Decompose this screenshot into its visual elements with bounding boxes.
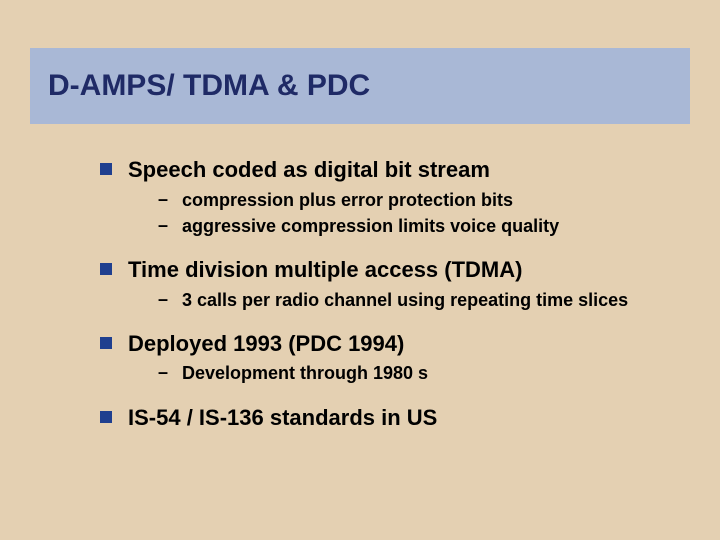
bullet-lvl2: – Development through 1980 s: [158, 361, 680, 385]
dash-bullet-icon: –: [158, 361, 168, 384]
square-bullet-icon: [100, 337, 112, 349]
square-bullet-icon: [100, 263, 112, 275]
bullet-text: Deployed 1993 (PDC 1994): [128, 330, 404, 358]
slide: D-AMPS/ TDMA & PDC Speech coded as digit…: [0, 0, 720, 540]
dash-bullet-icon: –: [158, 288, 168, 311]
sub-bullet-text: 3 calls per radio channel using repeatin…: [182, 288, 628, 312]
bullet-group: IS-54 / IS-136 standards in US: [100, 404, 680, 432]
bullet-lvl2: – aggressive compression limits voice qu…: [158, 214, 680, 238]
bullet-lvl2: – compression plus error protection bits: [158, 188, 680, 212]
sub-bullet-text: compression plus error protection bits: [182, 188, 513, 212]
bullet-text: IS-54 / IS-136 standards in US: [128, 404, 437, 432]
dash-bullet-icon: –: [158, 214, 168, 237]
bullet-group: Time division multiple access (TDMA) – 3…: [100, 256, 680, 312]
bullet-text: Speech coded as digital bit stream: [128, 156, 490, 184]
slide-title: D-AMPS/ TDMA & PDC: [48, 69, 370, 103]
bullet-lvl1: Deployed 1993 (PDC 1994): [100, 330, 680, 358]
slide-body: Speech coded as digital bit stream – com…: [100, 146, 680, 449]
sub-bullet-text: Development through 1980 s: [182, 361, 428, 385]
bullet-group: Speech coded as digital bit stream – com…: [100, 156, 680, 238]
bullet-lvl2: – 3 calls per radio channel using repeat…: [158, 288, 680, 312]
bullet-group: Deployed 1993 (PDC 1994) – Development t…: [100, 330, 680, 386]
bullet-text: Time division multiple access (TDMA): [128, 256, 522, 284]
bullet-lvl1: Speech coded as digital bit stream: [100, 156, 680, 184]
square-bullet-icon: [100, 411, 112, 423]
bullet-lvl1: IS-54 / IS-136 standards in US: [100, 404, 680, 432]
bullet-lvl1: Time division multiple access (TDMA): [100, 256, 680, 284]
title-band: D-AMPS/ TDMA & PDC: [30, 48, 690, 124]
square-bullet-icon: [100, 163, 112, 175]
sub-bullet-text: aggressive compression limits voice qual…: [182, 214, 559, 238]
dash-bullet-icon: –: [158, 188, 168, 211]
